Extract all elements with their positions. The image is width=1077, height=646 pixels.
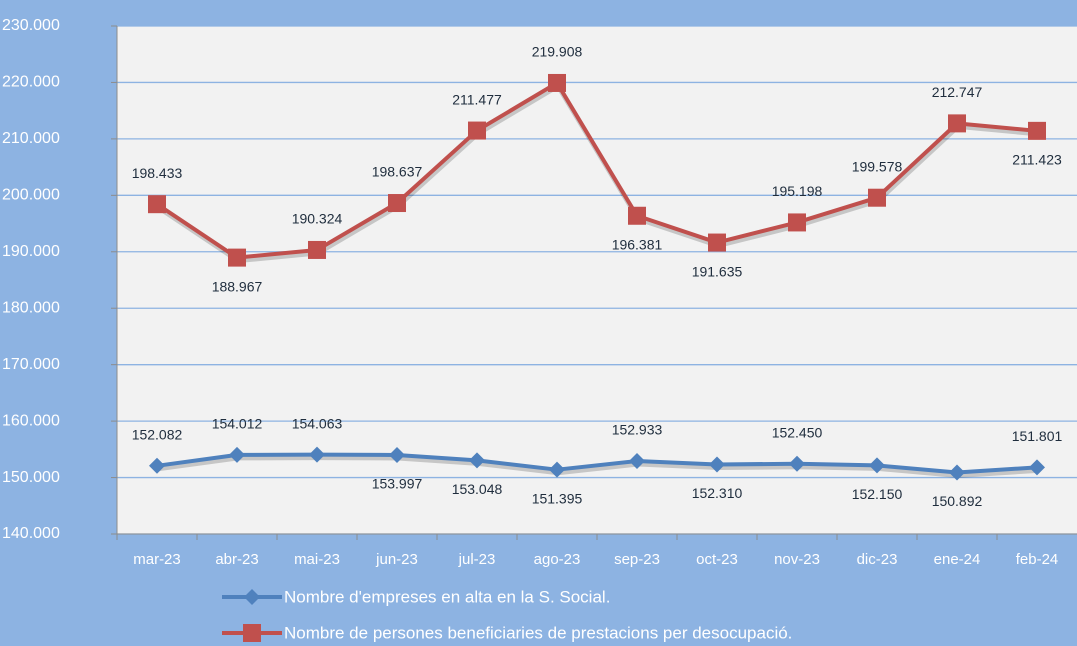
data-label: 153.048 [452, 481, 503, 497]
marker [149, 457, 165, 474]
data-label: 211.477 [452, 91, 502, 107]
marker [243, 624, 261, 642]
x-tick-label: ago-23 [534, 551, 581, 568]
data-label: 196.381 [612, 236, 663, 252]
y-tick-label: 230.000 [2, 17, 60, 34]
marker [468, 121, 486, 140]
x-tick-label: dic-23 [857, 551, 898, 568]
marker [309, 446, 325, 463]
plot-area [117, 26, 1077, 534]
data-label: 198.637 [372, 164, 423, 180]
data-label: 153.997 [372, 476, 423, 492]
data-label: 150.892 [932, 493, 983, 509]
data-label: 152.450 [772, 424, 823, 440]
marker [628, 206, 646, 225]
data-label: 151.395 [532, 490, 583, 506]
data-label: 154.063 [292, 415, 343, 431]
legend-label: Nombre d'empreses en alta en la S. Socia… [284, 587, 610, 606]
data-label: 219.908 [532, 44, 583, 60]
data-label: 151.801 [1012, 428, 1063, 444]
series-line [156, 452, 1038, 475]
y-tick-label: 140.000 [2, 525, 60, 542]
y-tick-label: 170.000 [2, 356, 60, 373]
legend-label: Nombre de persones beneficiaries de pres… [284, 623, 792, 642]
marker [228, 248, 246, 267]
marker [788, 213, 806, 232]
data-label: 152.310 [692, 485, 743, 501]
data-label: 152.082 [132, 427, 183, 443]
data-label: 212.747 [932, 84, 983, 100]
marker [229, 446, 245, 463]
marker [789, 455, 805, 472]
marker [948, 114, 966, 133]
data-label: 190.324 [292, 211, 343, 227]
line-shadow [157, 455, 1039, 479]
x-tick-label: jul-23 [458, 551, 496, 568]
marker [389, 446, 405, 463]
marker [549, 461, 565, 478]
series-line [155, 80, 1038, 260]
data-label: 152.150 [852, 486, 903, 502]
data-label: 199.578 [852, 158, 903, 174]
data-label: 195.198 [772, 183, 823, 199]
marker [548, 73, 566, 92]
x-tick-label: mar-23 [133, 551, 181, 568]
marker [709, 456, 725, 473]
y-tick-label: 220.000 [2, 74, 60, 91]
data-label: 154.012 [212, 416, 263, 432]
marker [708, 233, 726, 252]
x-tick-label: nov-23 [774, 551, 820, 568]
marker [949, 464, 965, 481]
marker [869, 457, 885, 474]
marker [244, 589, 260, 605]
marker [148, 195, 166, 214]
marker [308, 240, 326, 259]
y-tick-label: 190.000 [2, 243, 60, 260]
y-tick-label: 210.000 [2, 130, 60, 147]
y-tick-label: 180.000 [2, 299, 60, 316]
x-tick-label: mai-23 [294, 551, 340, 568]
x-tick-label: ene-24 [934, 551, 981, 568]
data-label: 191.635 [692, 263, 743, 279]
y-tick-label: 160.000 [2, 412, 60, 429]
data-label: 188.967 [212, 278, 263, 294]
marker [1028, 121, 1046, 140]
marker [868, 188, 886, 207]
marker [629, 453, 645, 470]
x-tick-label: sep-23 [614, 551, 660, 568]
data-label: 198.433 [132, 165, 183, 181]
data-label: 152.933 [612, 422, 663, 438]
marker [1029, 459, 1045, 476]
data-label: 211.423 [1012, 152, 1062, 168]
x-tick-label: feb-24 [1016, 551, 1059, 568]
y-tick-label: 150.000 [2, 469, 60, 486]
x-tick-label: jun-23 [375, 551, 418, 568]
marker [388, 194, 406, 213]
x-tick-label: oct-23 [696, 551, 738, 568]
marker [469, 452, 485, 469]
x-tick-label: abr-23 [215, 551, 258, 568]
y-tick-label: 200.000 [2, 187, 60, 204]
